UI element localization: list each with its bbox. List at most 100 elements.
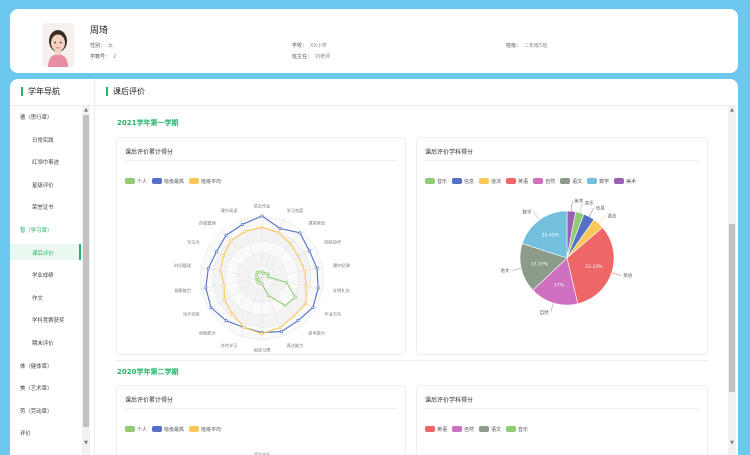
radar-point[interactable]	[224, 319, 228, 323]
chevron-down-icon[interactable]: ⌄	[20, 429, 25, 436]
nav-item[interactable]: 日常实践	[10, 131, 80, 147]
nav-scrollbar[interactable]: ▲ ▼	[82, 106, 90, 455]
radar-point[interactable]	[303, 268, 307, 273]
chevron-down-icon[interactable]: ⌄	[20, 384, 25, 391]
nav-item[interactable]: 星级评价	[10, 176, 80, 192]
legend-item[interactable]: 班级平均	[189, 426, 221, 433]
radar-point[interactable]	[315, 266, 319, 270]
radar-point[interactable]	[255, 273, 259, 277]
pie-slice[interactable]	[519, 243, 568, 291]
radar-point[interactable]	[256, 281, 260, 285]
radar-point[interactable]	[258, 270, 262, 274]
radar-point[interactable]	[264, 271, 268, 275]
nav-scroll-down-icon[interactable]: ▼	[84, 440, 88, 446]
radar-point[interactable]	[206, 266, 210, 271]
radar-point[interactable]	[304, 284, 308, 288]
legend-item[interactable]: 英语	[506, 178, 528, 185]
radar-point[interactable]	[279, 330, 284, 334]
radar-point[interactable]	[209, 305, 213, 310]
legend-item[interactable]: 美术	[614, 178, 636, 185]
legend-item[interactable]: 英语	[425, 426, 447, 433]
nav-scroll-up-icon[interactable]: ▲	[84, 107, 88, 113]
radar-point[interactable]	[229, 239, 233, 243]
radar-point[interactable]	[266, 272, 270, 276]
radar-point[interactable]	[304, 301, 308, 305]
nav-item[interactable]: 红领巾事迹	[10, 153, 80, 169]
radar-point[interactable]	[311, 305, 315, 309]
radar-point[interactable]	[289, 242, 293, 246]
content-scroll-up-icon[interactable]: ▲	[730, 107, 734, 113]
pie-slice[interactable]	[566, 226, 615, 305]
pie-slice[interactable]	[521, 210, 568, 259]
nav-group[interactable]: 评价 ⌄	[10, 424, 80, 440]
radar-point[interactable]	[243, 229, 247, 233]
nav-group[interactable]: 美（艺术章） ⌄	[10, 379, 80, 395]
radar-point[interactable]	[296, 319, 300, 323]
legend-item[interactable]: 道法	[479, 178, 501, 185]
radar-point[interactable]	[283, 303, 287, 308]
radar-point[interactable]	[257, 278, 261, 282]
legend-item[interactable]: 数学	[587, 178, 609, 185]
radar-point[interactable]	[292, 314, 296, 318]
nav-group[interactable]: 智（学习章） ⌃	[10, 221, 80, 237]
nav-group[interactable]: 体（健体章） ⌄	[10, 357, 80, 373]
radar-point[interactable]	[296, 255, 301, 259]
radar-point[interactable]	[255, 270, 259, 274]
chevron-down-icon[interactable]: ⌄	[20, 406, 25, 413]
chevron-up-icon[interactable]: ⌃	[20, 226, 25, 232]
nav-group[interactable]: 劳（劳动章） ⌄	[10, 402, 80, 418]
legend-item[interactable]: 信息	[452, 178, 474, 185]
pie-slice-label: 音乐	[585, 200, 594, 207]
radar-point[interactable]	[266, 275, 270, 279]
content-scroll-down-icon[interactable]: ▼	[730, 440, 734, 446]
radar-point[interactable]	[298, 231, 302, 235]
radar-point[interactable]	[222, 283, 226, 287]
radar-point[interactable]	[222, 298, 226, 302]
radar-point[interactable]	[204, 286, 208, 290]
school-label: 学校：	[292, 43, 308, 49]
nav-item[interactable]: 作文	[10, 289, 80, 305]
radar-point[interactable]	[260, 332, 264, 336]
legend-item[interactable]: 语文	[560, 178, 582, 185]
chevron-down-icon[interactable]: ⌄	[20, 361, 25, 368]
legend-item[interactable]: 音乐	[425, 178, 447, 185]
nav-item[interactable]: 课后评价	[10, 243, 81, 260]
radar-chart-card: 课后评价累计得分 个人 班级最高 班级平均 语文作业 学习态度 课堂表现 团结协作 遵守纪律…	[116, 137, 406, 355]
content-scrollbar[interactable]: ▲ ▼	[728, 106, 736, 455]
radar-point[interactable]	[293, 295, 297, 299]
radar-point[interactable]	[260, 225, 264, 229]
chevron-down-icon[interactable]: ⌄	[20, 113, 25, 119]
radar-point[interactable]	[276, 231, 281, 235]
nav-scroll-thumb[interactable]	[83, 115, 89, 427]
radar-point[interactable]	[240, 222, 245, 226]
legend-item[interactable]: 班级最高	[152, 178, 184, 185]
radar-point[interactable]	[316, 286, 320, 290]
legend-item[interactable]: 班级最高	[152, 426, 184, 433]
legend-item[interactable]: 个人	[125, 178, 147, 185]
radar-point[interactable]	[242, 325, 246, 330]
radar-point[interactable]	[307, 249, 311, 253]
radar-point[interactable]	[230, 312, 234, 316]
legend-item[interactable]: 自然	[533, 178, 555, 185]
nav-item[interactable]: 期末评价	[10, 334, 80, 350]
radar-point[interactable]	[284, 280, 288, 284]
nav-group[interactable]: 德（思行章） ⌄	[10, 108, 80, 124]
legend-item[interactable]: 班级平均	[189, 178, 221, 185]
radar-point[interactable]	[221, 254, 225, 258]
content-scroll-thumb[interactable]	[729, 224, 735, 392]
legend-item[interactable]: 语文	[479, 426, 501, 433]
radar-point[interactable]	[214, 250, 218, 254]
radar-point[interactable]	[266, 293, 270, 298]
legend-item[interactable]: 个人	[125, 426, 147, 433]
nav-item[interactable]: 学业成绩	[10, 266, 80, 282]
radar-point[interactable]	[278, 226, 282, 231]
nav-item[interactable]: 学科竞赛获奖	[10, 311, 80, 327]
radar-point[interactable]	[260, 214, 264, 218]
pie-slice[interactable]	[532, 257, 579, 306]
radar-point[interactable]	[218, 269, 223, 273]
legend-item[interactable]: 音乐	[506, 426, 528, 433]
nav-item[interactable]: 荣誉证书	[10, 198, 80, 214]
radar-point[interactable]	[278, 325, 282, 330]
legend-item[interactable]: 自然	[452, 426, 474, 433]
radar-point[interactable]	[224, 233, 228, 237]
